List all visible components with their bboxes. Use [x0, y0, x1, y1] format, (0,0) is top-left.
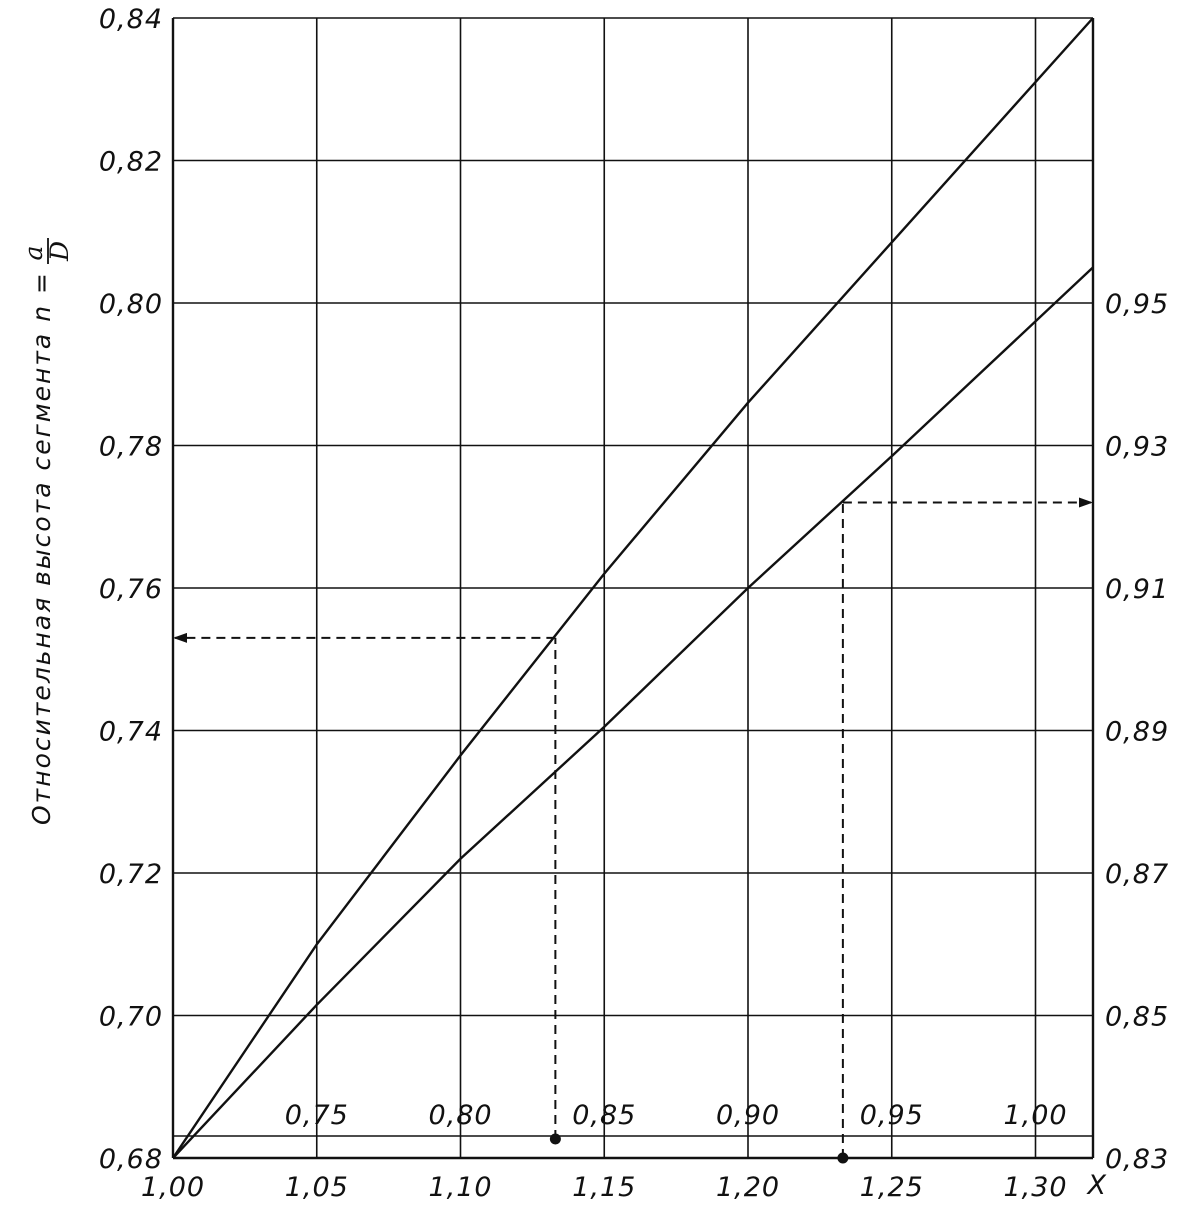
series-layer	[172, 17, 1094, 1159]
y-left-tick-label: 0,70	[99, 1002, 163, 1033]
grid	[171, 17, 1095, 1160]
y-axis-label: Относительная высота сегмента n = a D	[19, 238, 74, 825]
x-axis-label: X	[1086, 1170, 1108, 1201]
y-right-tick-label: 0,89	[1105, 717, 1169, 748]
x-bottom-tick-label: 1,20	[716, 1172, 780, 1203]
y-left-tick-label: 0,76	[99, 574, 163, 605]
y-left-tick-label: 0,72	[99, 859, 163, 890]
y-left-tick-label: 0,82	[99, 147, 163, 178]
y-right-tick-label: 0,87	[1105, 859, 1169, 890]
y-right-tick-label: 0,83	[1105, 1144, 1169, 1175]
x-inner-tick-label: 0,80	[428, 1100, 492, 1131]
x-bottom-tick-label: 1,15	[572, 1172, 636, 1203]
x-bottom-tick-label: 1,25	[860, 1172, 924, 1203]
x-inner-tick-label: 0,90	[716, 1100, 780, 1131]
x-bottom-tick-label: 1,00	[141, 1172, 205, 1203]
y-axis-label-numerator: a	[19, 246, 48, 261]
tick-labels: 0,68 0,70 0,72 0,74 0,76 0,78 0,80 0,82 0,84 0,83…	[99, 4, 1169, 1203]
series-line-2	[172, 266, 1094, 1159]
x-inner-tick-label: 0,85	[572, 1100, 636, 1131]
x-bottom-tick-label: 1,10	[428, 1172, 492, 1203]
y-left-tick-label: 0,74	[99, 717, 163, 748]
y-right-tick-label: 0,85	[1105, 1002, 1169, 1033]
y-left-tick-label: 0,68	[99, 1144, 163, 1175]
y-right-tick-label: 0,93	[1105, 432, 1169, 463]
y-right-tick-label: 0,91	[1105, 574, 1169, 605]
y-axis-label-text: Относительная высота сегмента n =	[27, 271, 56, 825]
x-inner-tick-label: 0,75	[285, 1100, 349, 1131]
y-left-tick-label: 0,78	[99, 432, 163, 463]
x-inner-tick-label: 1,00	[1003, 1100, 1067, 1131]
guide-dot-2	[837, 1152, 849, 1164]
x-bottom-tick-label: 1,05	[285, 1172, 349, 1203]
y-axis-label-denominator: D	[45, 241, 74, 262]
guide-lines	[173, 497, 1093, 1164]
x-bottom-tick-label: 1,30	[1003, 1172, 1067, 1203]
guide-dot-1	[549, 1133, 561, 1145]
y-left-tick-label: 0,80	[99, 289, 163, 320]
series-line-1	[172, 17, 1094, 1159]
y-left-tick-label: 0,84	[99, 4, 163, 35]
x-inner-tick-label: 0,95	[860, 1100, 924, 1131]
y-right-tick-label: 0,95	[1105, 289, 1169, 320]
